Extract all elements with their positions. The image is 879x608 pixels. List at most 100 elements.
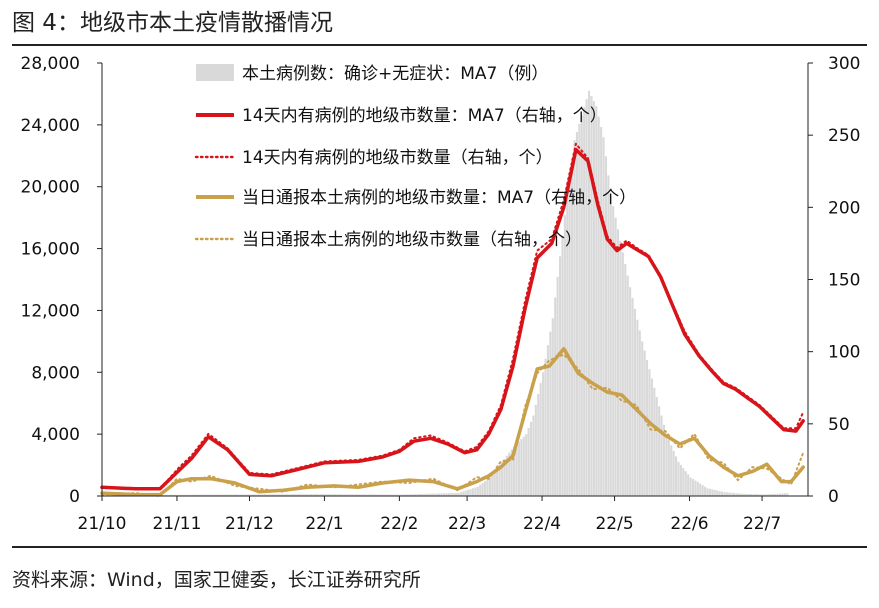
area-bar	[655, 397, 658, 496]
legend: 本土病例数：确诊+无症状：MA7（例） 14天内有病例的地级市数量：MA7（右轴，…	[194, 64, 636, 250]
area-bar	[411, 494, 414, 496]
area-bar	[600, 126, 603, 497]
area-bar	[244, 494, 247, 496]
left-tick-label: 12,000	[21, 301, 80, 321]
area-bar	[643, 350, 646, 496]
area-bar	[232, 494, 235, 496]
area-bar	[653, 387, 656, 496]
area-bar	[425, 493, 429, 496]
area-bar	[602, 137, 605, 497]
area-bar	[249, 494, 252, 496]
area-bar	[542, 372, 545, 496]
area-bar	[747, 493, 750, 496]
area-bar	[174, 494, 177, 496]
area-bar	[733, 493, 736, 496]
area-bar	[660, 415, 663, 496]
area-bar	[370, 494, 373, 496]
area-bar	[517, 441, 520, 496]
area-bar	[416, 494, 419, 496]
x-tick-label: 21/10	[78, 514, 127, 534]
area-bar	[595, 106, 598, 497]
area-bar	[682, 468, 685, 496]
area-bar	[551, 318, 554, 496]
area-bar	[520, 439, 523, 496]
area-bar	[455, 492, 458, 496]
area-bar	[447, 493, 450, 496]
area-bar	[433, 493, 436, 496]
area-bar	[694, 480, 697, 496]
area-bar	[762, 494, 765, 496]
area-bar	[556, 276, 559, 496]
area-bar	[162, 494, 165, 496]
area-bar	[341, 494, 344, 496]
area-bar	[783, 493, 786, 496]
area-bar	[193, 494, 196, 496]
area-bar	[561, 235, 564, 496]
area-bar	[641, 341, 644, 496]
area-bar	[684, 471, 687, 496]
right-tick-label: 300	[828, 54, 860, 74]
area-bar	[222, 494, 225, 496]
area-bar	[338, 494, 342, 496]
area-bar	[247, 494, 250, 496]
area-bar	[184, 494, 187, 496]
area-bar	[769, 494, 772, 496]
area-bar	[488, 477, 491, 496]
area-bar	[718, 491, 721, 496]
area-bar	[612, 206, 615, 497]
series-line-4	[101, 353, 805, 497]
area-bar	[658, 406, 661, 496]
area-bar	[462, 491, 465, 496]
area-bar	[544, 358, 547, 496]
area-bar	[522, 436, 525, 496]
area-bar	[549, 331, 552, 496]
area-bar	[537, 393, 540, 496]
area-bar	[218, 494, 221, 496]
x-tick-label: 22/2	[380, 514, 418, 534]
area-bar	[706, 488, 709, 496]
area-bar	[384, 494, 387, 496]
area-bar	[428, 493, 431, 496]
area-bar	[568, 176, 571, 496]
area-bar	[704, 486, 707, 496]
area-bar	[728, 492, 731, 496]
area-bar	[573, 140, 576, 496]
area-bar	[355, 494, 358, 496]
area-bar	[380, 494, 383, 496]
area-bar	[725, 492, 728, 496]
area-bar	[730, 492, 733, 496]
area-bar	[585, 99, 588, 496]
area-bar	[203, 494, 206, 496]
area-bar	[317, 494, 320, 496]
area-bar	[648, 369, 651, 496]
area-bar	[404, 494, 407, 496]
area-bar	[191, 494, 194, 496]
area-bar	[346, 494, 349, 496]
legend-label: 14天内有病例的地级市数量（右轴，个）	[242, 148, 553, 168]
area-bar	[283, 494, 286, 496]
area-bar	[508, 452, 511, 496]
area-bar	[752, 494, 755, 496]
area-bar	[401, 494, 404, 496]
area-bar	[515, 444, 518, 496]
area-bar	[201, 494, 204, 496]
area-bar	[713, 489, 716, 496]
area-bar	[745, 493, 748, 496]
area-bar	[440, 493, 443, 496]
legend-label: 本土病例数：确诊+无症状：MA7（例）	[242, 64, 548, 84]
area-bar	[679, 465, 682, 496]
series-line-3	[100, 347, 805, 497]
area-bar	[672, 450, 675, 496]
area-bar	[290, 494, 293, 496]
area-bar	[309, 494, 313, 496]
area-bar	[406, 494, 409, 496]
area-bar	[305, 494, 308, 496]
area-bar	[276, 494, 279, 496]
area-bar	[583, 107, 586, 496]
area-bar	[781, 493, 784, 496]
area-bar	[442, 493, 446, 496]
area-bar	[394, 494, 397, 496]
area-bar	[708, 488, 711, 496]
area-bar	[343, 494, 346, 496]
area-bar	[742, 493, 745, 496]
